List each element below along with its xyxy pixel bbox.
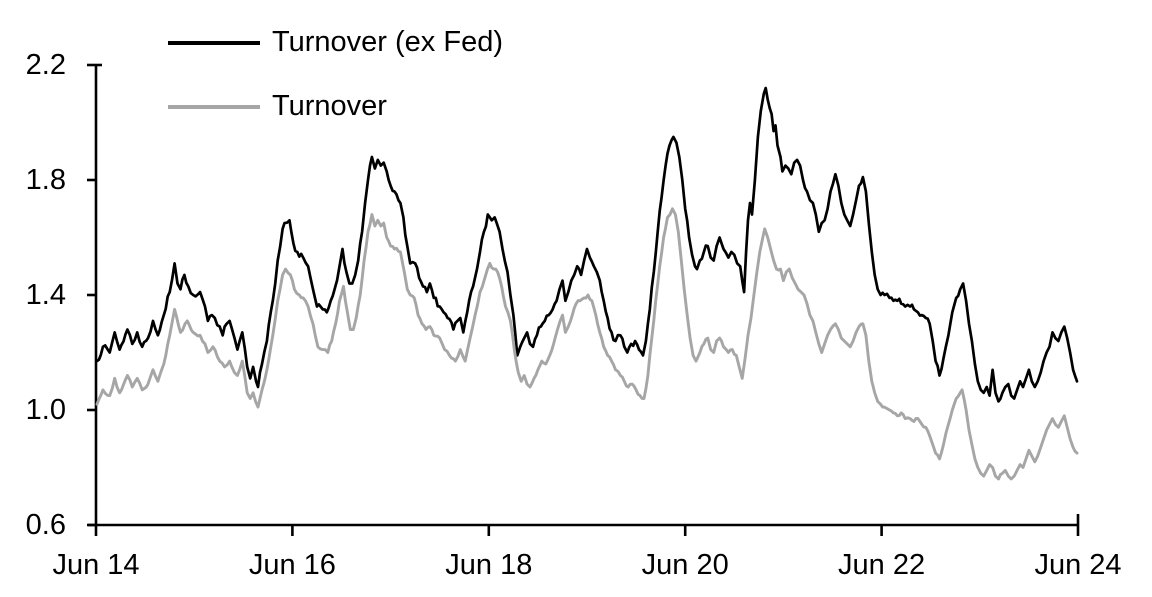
y-tick-label: 1.0 [25,394,66,426]
y-tick-label: 1.8 [25,164,66,196]
y-tick-label: 2.2 [25,49,66,81]
x-tick-label: Jun 14 [52,549,140,581]
y-tick-label: 1.4 [25,279,66,311]
legend-line-swatch-black [168,40,260,45]
series-line-turnover-ex-fed [95,86,1079,403]
x-tick-label: Jun 16 [248,549,336,581]
x-tick-label: Jun 18 [445,549,533,581]
x-tick-label: Jun 24 [1034,549,1122,581]
x-tick-label: Jun 22 [838,549,926,581]
legend-label: Turnover [272,90,387,122]
y-tick-label: 0.6 [25,509,66,541]
series-line-turnover [95,207,1079,481]
x-tick-label: Jun 20 [641,549,729,581]
legend-label: Turnover (ex Fed) [272,26,503,58]
legend-item-turnover-ex-fed: Turnover (ex Fed) [168,26,503,59]
legend-item-turnover: Turnover [168,90,387,123]
legend-line-swatch-gray [168,104,260,109]
